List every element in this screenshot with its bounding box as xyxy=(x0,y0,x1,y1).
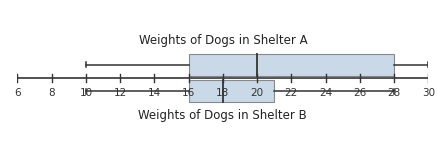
Text: 16: 16 xyxy=(182,88,195,98)
Text: 18: 18 xyxy=(216,88,229,98)
Text: 28: 28 xyxy=(388,88,401,98)
Text: 6: 6 xyxy=(14,88,21,98)
Text: Weights of Dogs in Shelter A: Weights of Dogs in Shelter A xyxy=(139,34,307,47)
Text: 26: 26 xyxy=(353,88,366,98)
Text: 14: 14 xyxy=(148,88,161,98)
Text: 20: 20 xyxy=(250,88,264,98)
Text: 8: 8 xyxy=(49,88,55,98)
Text: 24: 24 xyxy=(319,88,332,98)
Text: 12: 12 xyxy=(114,88,127,98)
Text: 22: 22 xyxy=(285,88,298,98)
Bar xyxy=(189,80,274,102)
Bar xyxy=(189,54,394,76)
Text: 10: 10 xyxy=(80,88,93,98)
Text: 30: 30 xyxy=(422,88,435,98)
Text: Weights of Dogs in Shelter B: Weights of Dogs in Shelter B xyxy=(139,109,307,122)
